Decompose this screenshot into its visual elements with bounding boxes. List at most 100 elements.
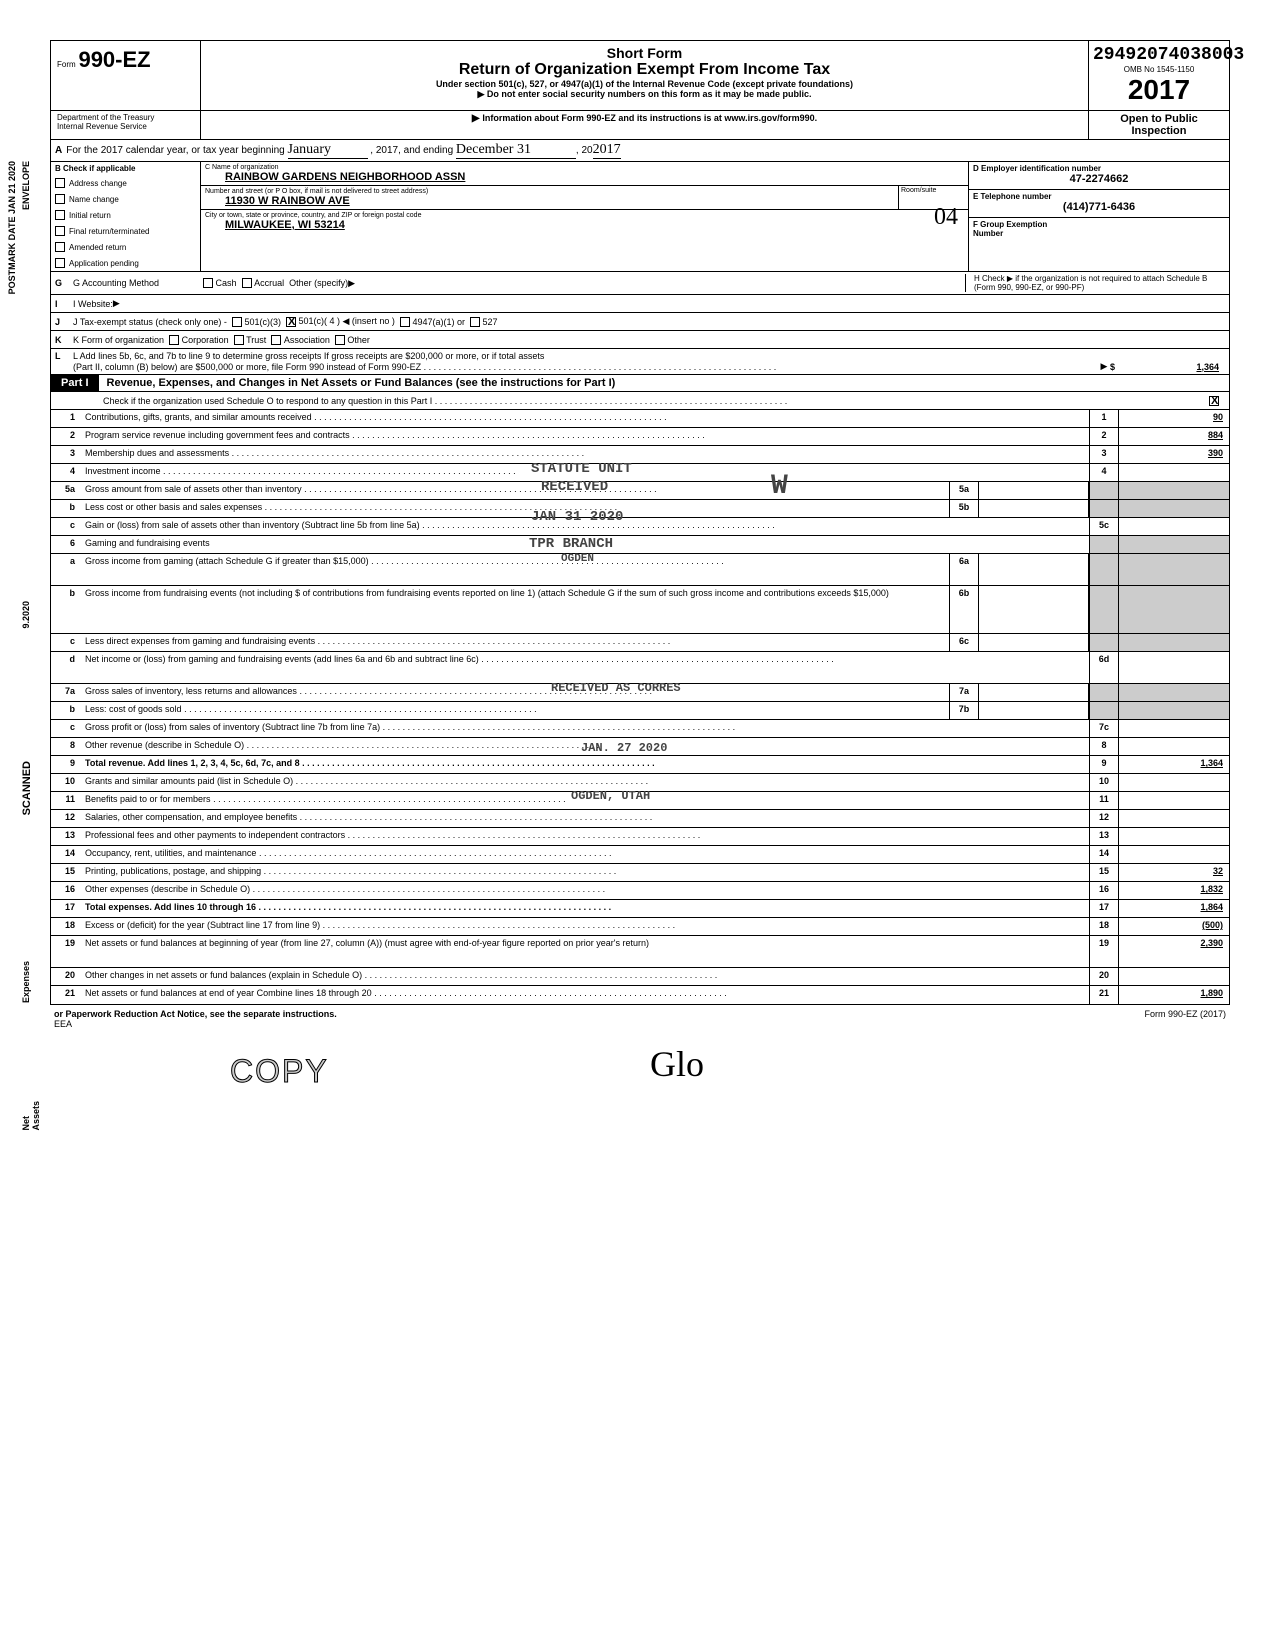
row-17: 17 Total expenses. Add lines 10 through …	[51, 900, 1229, 918]
row-12: 12 Salaries, other compensation, and emp…	[51, 810, 1229, 828]
side-label-postmark: POSTMARK DATE JAN 21 2020	[7, 161, 17, 294]
open-public: Open to Public	[1091, 113, 1227, 125]
chk-initial-return[interactable]: Initial return	[51, 207, 200, 223]
e-label: E Telephone number	[973, 192, 1225, 201]
row-6a: a Gross income from gaming (attach Sched…	[51, 554, 1229, 586]
phone: (414)771-6436	[973, 201, 1225, 213]
street: 11930 W RAINBOW AVE	[205, 195, 964, 207]
chk-schedule-o[interactable]	[1209, 396, 1219, 406]
ein-row: D Employer identification number 47-2274…	[969, 162, 1229, 190]
open-public-cell: Open to Public Inspection	[1089, 111, 1229, 139]
c-label: C Name of organization	[205, 164, 964, 171]
part1-tag: Part I	[51, 375, 99, 391]
chk-name-change[interactable]: Name change	[51, 191, 200, 207]
side-label-netassets: Net Assets	[21, 1101, 41, 1131]
row-1: 1 Contributions, gifts, grants, and simi…	[51, 410, 1229, 428]
row-21: 21 Net assets or fund balances at end of…	[51, 986, 1229, 1004]
line-a: A For the 2017 calendar year, or tax yea…	[51, 140, 1229, 162]
row-9: 9 Total revenue. Add lines 1, 2, 3, 4, 5…	[51, 756, 1229, 774]
chk-501c3[interactable]	[232, 317, 242, 327]
city-label: City or town, state or province, country…	[205, 212, 964, 219]
line-a-begin: January	[288, 142, 368, 159]
row-10: 10 Grants and similar amounts paid (list…	[51, 774, 1229, 792]
row-7b: b Less: cost of goods sold 7b	[51, 702, 1229, 720]
dln: 29492074038003	[1093, 45, 1225, 65]
line-g: G G Accounting Method Cash Accrual Other…	[51, 272, 1229, 295]
row-8: 8 Other revenue (describe in Schedule O)…	[51, 738, 1229, 756]
g-label: G Accounting Method	[73, 278, 203, 288]
row-6: 6 Gaming and fundraising events	[51, 536, 1229, 554]
line-k: K K Form of organization Corporation Tru…	[51, 331, 1229, 349]
info-cell: ▶ Information about Form 990-EZ and its …	[201, 111, 1089, 139]
chk-final-return[interactable]: Final return/terminated	[51, 223, 200, 239]
line-a-end-year: 2017	[593, 142, 621, 159]
line-l: L L Add lines 5b, 6c, and 7b to line 9 t…	[51, 349, 1229, 375]
side-label-expenses: Expenses	[21, 961, 31, 1003]
chk-other[interactable]	[335, 335, 345, 345]
chk-527[interactable]	[470, 317, 480, 327]
row-16: 16 Other expenses (describe in Schedule …	[51, 882, 1229, 900]
header-row: Form 990-EZ Short Form Return of Organiz…	[51, 41, 1229, 111]
chk-assoc[interactable]	[271, 335, 281, 345]
footer-row: or Paperwork Reduction Act Notice, see t…	[50, 1005, 1230, 1033]
row-6b: b Gross income from fundraising events (…	[51, 586, 1229, 634]
chk-501c[interactable]	[286, 317, 296, 327]
f-label: F Group Exemption	[973, 220, 1225, 229]
org-name-row: C Name of organization RAINBOW GARDENS N…	[201, 162, 968, 186]
row-7c: c Gross profit or (loss) from sales of i…	[51, 720, 1229, 738]
side-label-envelope: ENVELOPE	[21, 161, 31, 210]
chk-cash[interactable]	[203, 278, 213, 288]
row-14: 14 Occupancy, rent, utilities, and maint…	[51, 846, 1229, 864]
year-cell: 29492074038003 OMB No 1545-1150 2017	[1089, 41, 1229, 110]
footer-left: or Paperwork Reduction Act Notice, see t…	[54, 1009, 337, 1019]
chk-amended[interactable]: Amended return	[51, 239, 200, 255]
right-column: D Employer identification number 47-2274…	[969, 162, 1229, 271]
d-label: D Employer identification number	[973, 164, 1225, 173]
line-i: I I Website: ▶	[51, 295, 1229, 313]
row-6c: c Less direct expenses from gaming and f…	[51, 634, 1229, 652]
chk-4947[interactable]	[400, 317, 410, 327]
title-cell: Short Form Return of Organization Exempt…	[201, 41, 1089, 110]
l-text1: L Add lines 5b, 6c, and 7b to line 9 to …	[73, 351, 1213, 361]
line-j: J J Tax-exempt status (check only one) -…	[51, 313, 1229, 331]
phone-row: E Telephone number (414)771-6436	[969, 190, 1229, 218]
footer-eea: EEA	[54, 1019, 72, 1029]
j-label: J Tax-exempt status (check only one) -	[73, 317, 227, 327]
form-prefix: Form	[57, 60, 76, 69]
i-label: I Website:	[73, 299, 113, 309]
row-7a: 7a Gross sales of inventory, less return…	[51, 684, 1229, 702]
part1-header: Part I Revenue, Expenses, and Changes in…	[51, 375, 1229, 392]
footer-right: Form 990-EZ (2017)	[1144, 1009, 1226, 1029]
row-2: 2 Program service revenue including gove…	[51, 428, 1229, 446]
row-6d: d Net income or (loss) from gaming and f…	[51, 652, 1229, 684]
line-a-mid: , 2017, and ending	[370, 145, 453, 156]
chk-trust[interactable]	[234, 335, 244, 345]
chk-application-pending[interactable]: Application pending	[51, 255, 200, 271]
line-a-end-month: December 31	[456, 142, 576, 159]
title-sub: Under section 501(c), 527, or 4947(a)(1)…	[205, 79, 1084, 89]
row-5c: c Gain or (loss) from sale of assets oth…	[51, 518, 1229, 536]
title-short: Short Form	[205, 45, 1084, 61]
dept-line2: Internal Revenue Service	[57, 122, 194, 131]
row-20: 20 Other changes in net assets or fund b…	[51, 968, 1229, 986]
inspection: Inspection	[1091, 125, 1227, 137]
city-row: City or town, state or province, country…	[201, 210, 968, 233]
dept-cell: Department of the Treasury Internal Reve…	[51, 111, 201, 139]
part1-table: 1 Contributions, gifts, grants, and simi…	[51, 410, 1229, 1004]
chk-address-change[interactable]: Address change	[51, 175, 200, 191]
line-a-pre: For the 2017 calendar year, or tax year …	[66, 145, 284, 156]
l-amount: 1,364	[1115, 362, 1225, 372]
title-warn-text: Do not enter social security numbers on …	[487, 89, 812, 99]
row-4: 4 Investment income 4	[51, 464, 1229, 482]
tax-year: 2017	[1093, 74, 1225, 106]
part1-title: Revenue, Expenses, and Changes in Net As…	[99, 375, 1229, 391]
f-label2: Number	[973, 229, 1225, 238]
row-3: 3 Membership dues and assessments 3 390	[51, 446, 1229, 464]
row-15: 15 Printing, publications, postage, and …	[51, 864, 1229, 882]
city: MILWAUKEE, WI 53214	[205, 219, 964, 231]
chk-accrual[interactable]	[242, 278, 252, 288]
chk-corp[interactable]	[169, 335, 179, 345]
form-number-cell: Form 990-EZ	[51, 41, 201, 110]
ein: 47-2274662	[973, 173, 1225, 185]
identity-block: B Check if applicable Address change Nam…	[51, 162, 1229, 272]
